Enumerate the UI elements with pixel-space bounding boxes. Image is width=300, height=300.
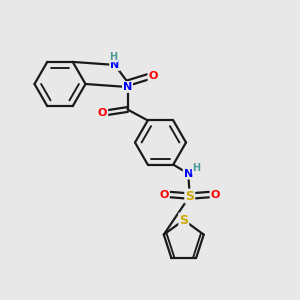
Text: N: N — [184, 169, 193, 178]
Text: H: H — [193, 163, 201, 173]
Text: H: H — [109, 52, 117, 61]
Text: O: O — [160, 190, 169, 200]
Text: O: O — [148, 71, 158, 81]
Text: O: O — [98, 108, 107, 118]
Text: N: N — [123, 82, 132, 92]
Text: S: S — [179, 214, 188, 226]
Text: S: S — [185, 190, 194, 202]
Text: N: N — [110, 60, 119, 70]
Text: O: O — [211, 190, 220, 200]
